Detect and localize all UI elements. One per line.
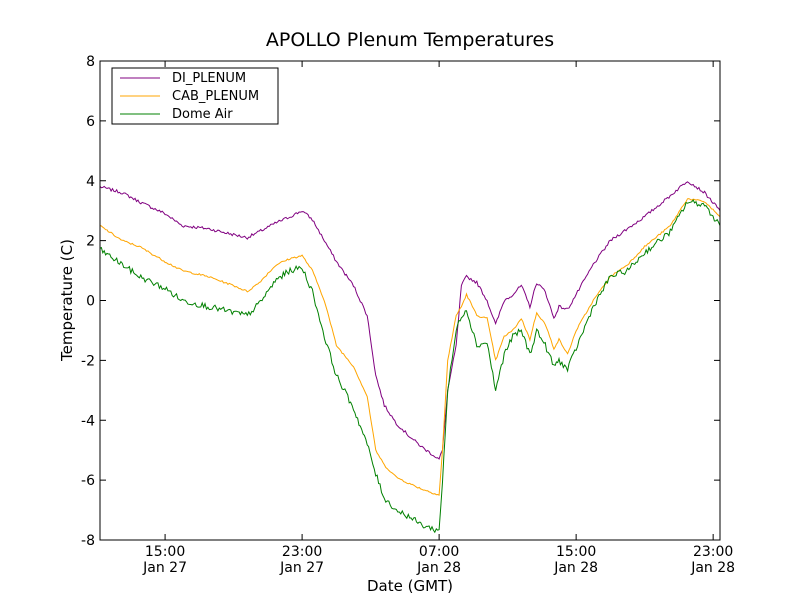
y-tick-label: -2 [81, 353, 95, 369]
x-axis-label: Date (GMT) [367, 577, 453, 595]
x-tick-label-time: 07:00 [419, 544, 459, 560]
legend-label-di-plenum: DI_PLENUM [172, 71, 246, 86]
y-tick-label: 2 [86, 234, 95, 250]
x-tick-label-time: 23:00 [282, 544, 322, 560]
y-tick-label: -6 [81, 473, 95, 489]
x-tick-label-date: Jan 28 [416, 560, 461, 576]
legend: DI_PLENUM CAB_PLENUM Dome Air [111, 67, 279, 125]
legend-label-dome-air: Dome Air [172, 107, 233, 122]
y-tick-label: -4 [81, 413, 95, 429]
x-tick-label-date: Jan 28 [553, 560, 598, 576]
x-tick-label-date: Jan 27 [279, 560, 324, 576]
y-tick-label: -8 [81, 533, 95, 549]
x-tick-label-date: Jan 28 [690, 560, 735, 576]
y-tick-label: 0 [86, 294, 95, 310]
legend-label-cab-plenum: CAB_PLENUM [172, 89, 259, 104]
series-line-dome-air [99, 199, 721, 534]
y-tick-label: 8 [86, 54, 95, 70]
y-tick-label: 6 [86, 114, 95, 130]
series-line-di-plenum [99, 181, 721, 460]
x-tick-label-date: Jan 27 [142, 560, 187, 576]
x-tick-label-time: 23:00 [693, 544, 733, 560]
series-layer [99, 181, 721, 534]
chart-title: APOLLO Plenum Temperatures [266, 29, 554, 51]
y-axis-label: Temperature (C) [58, 239, 76, 362]
x-tick-label-time: 15:00 [145, 544, 185, 560]
x-tick-label-time: 15:00 [556, 544, 596, 560]
y-tick-label: 4 [86, 174, 95, 190]
